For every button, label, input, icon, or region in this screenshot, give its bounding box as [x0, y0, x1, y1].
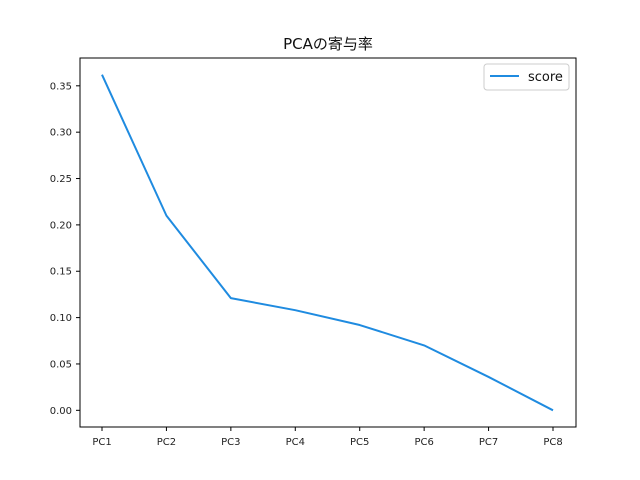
y-tick-label-1: 0.05 — [50, 359, 72, 370]
y-axis: 0.00 0.05 0.10 0.15 0.20 0.25 0.30 0.35 — [50, 81, 80, 417]
y-tick-label-3: 0.15 — [50, 267, 72, 278]
y-tick-label-2: 0.10 — [50, 313, 72, 324]
x-tick-label-5: PC6 — [414, 437, 433, 448]
y-tick-label-7: 0.35 — [50, 81, 72, 92]
y-tick-label-5: 0.25 — [50, 174, 72, 185]
x-tick-label-6: PC7 — [479, 437, 498, 448]
x-tick-label-4: PC5 — [350, 437, 369, 448]
series-line-0 — [101, 74, 554, 412]
chart-title: PCAの寄与率 — [283, 35, 373, 53]
x-tick-label-7: PC8 — [543, 437, 562, 448]
legend-label: score — [528, 70, 563, 85]
plot-frame — [79, 57, 577, 428]
y-tick-label-6: 0.30 — [50, 128, 72, 139]
x-tick-label-2: PC3 — [221, 437, 240, 448]
y-tick-label-4: 0.20 — [50, 220, 72, 231]
x-axis: PC1 PC2 PC3 PC4 PC5 PC6 PC7 PC8 — [92, 427, 563, 448]
x-tick-label-0: PC1 — [92, 437, 111, 448]
legend-box — [483, 63, 570, 91]
legend: score — [483, 63, 570, 91]
plot-lines — [101, 74, 554, 412]
x-tick-label-1: PC2 — [157, 437, 176, 448]
x-tick-label-3: PC4 — [286, 437, 305, 448]
y-tick-label-0: 0.00 — [50, 406, 72, 417]
